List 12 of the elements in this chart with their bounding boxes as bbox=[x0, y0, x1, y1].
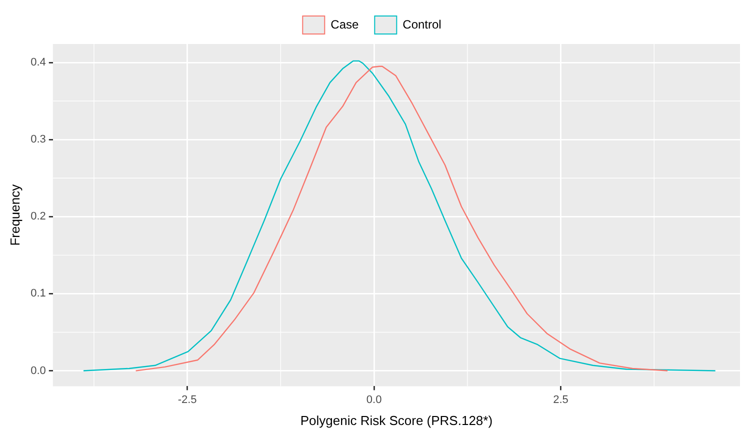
y-tick-label: 0.2 bbox=[30, 210, 46, 223]
x-tick-label: -2.5 bbox=[178, 394, 197, 406]
x-tick-label: 2.5 bbox=[553, 394, 568, 406]
y-tick-label: 0.1 bbox=[30, 288, 46, 300]
x-tick-label: 0.0 bbox=[366, 394, 382, 406]
legend-label: Control bbox=[402, 17, 442, 32]
y-tick-label: 0.4 bbox=[30, 56, 46, 69]
y-tick-label: 0.3 bbox=[30, 134, 46, 146]
y-axis-title: Frequency bbox=[7, 184, 22, 246]
legend-label: Case bbox=[330, 17, 359, 32]
x-axis-title: Polygenic Risk Score (PRS.128*) bbox=[300, 412, 493, 428]
y-tick-label: 0.0 bbox=[30, 364, 46, 377]
